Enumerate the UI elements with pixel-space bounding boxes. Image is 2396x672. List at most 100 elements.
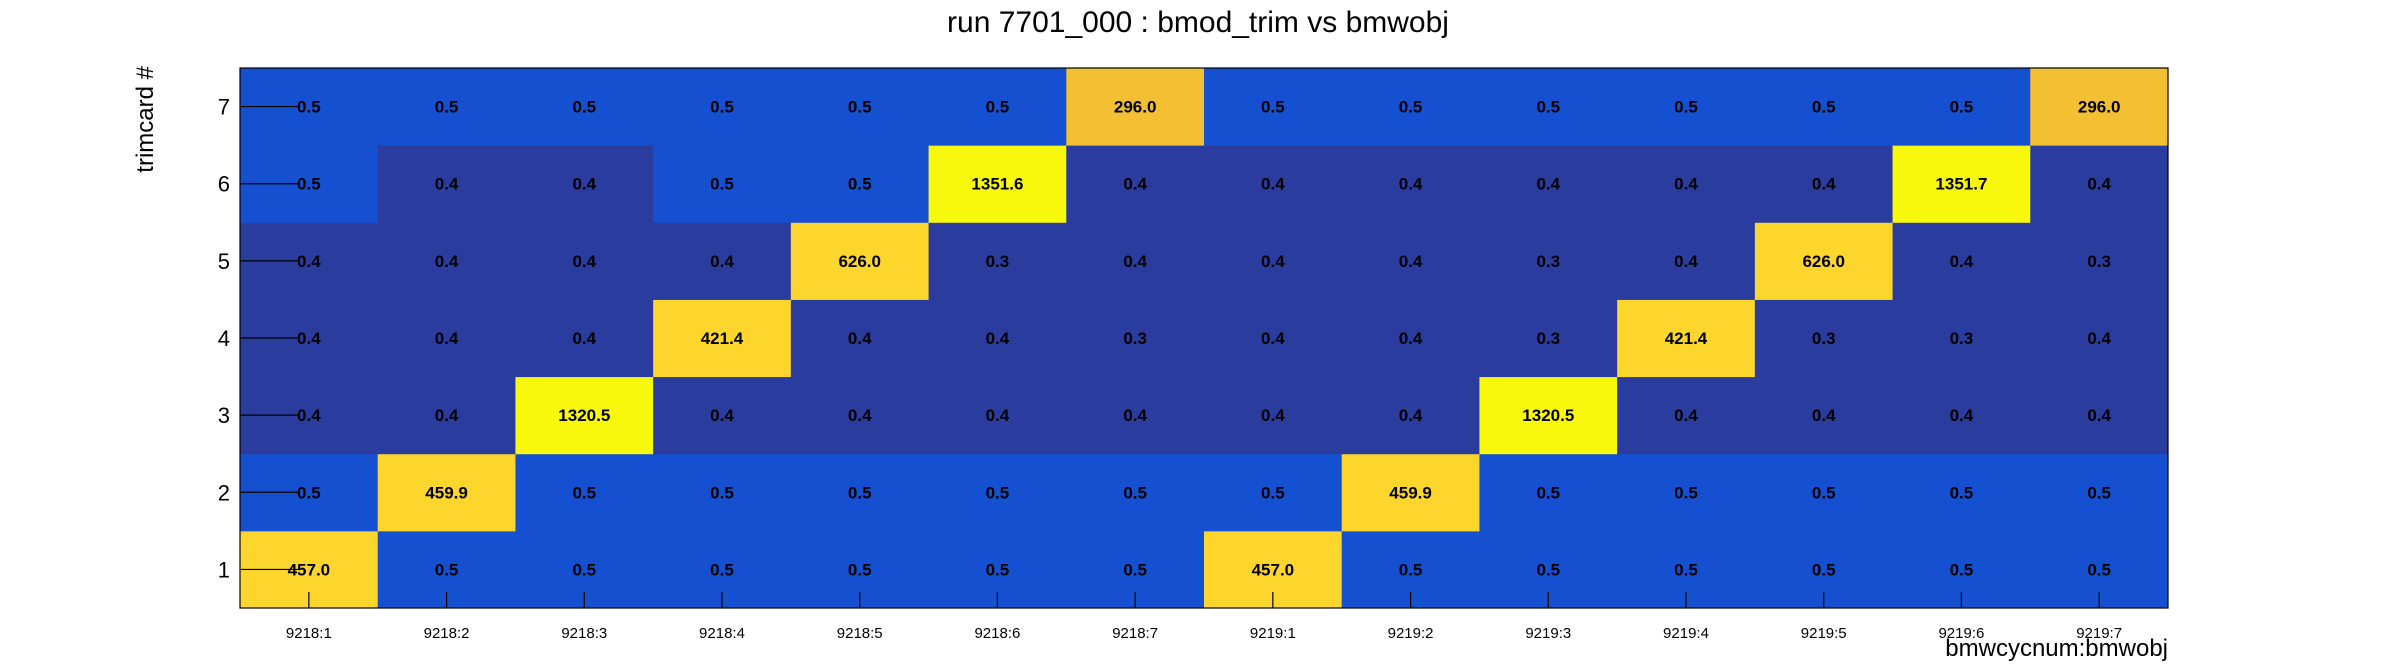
cell-value-label: 0.5 [435,560,459,579]
heatmap-cell [515,299,654,378]
cell-value-label: 0.4 [2087,175,2111,194]
heatmap-cell [1617,68,1756,146]
cell-value-label: 0.4 [435,406,459,425]
heatmap-cell [1479,453,1618,532]
cell-value-label: 0.4 [2087,406,2111,425]
heatmap-cell [1341,68,1480,146]
heatmap-cell [1479,222,1618,300]
heatmap-cell [1754,299,1894,378]
heatmap-cell [1341,145,1480,223]
cell-value-label: 0.5 [710,175,734,194]
cell-value-label: 0.4 [1261,175,1285,194]
x-tick-label: 9218:1 [286,625,332,642]
cell-value-label: 0.5 [1536,483,1560,502]
cell-value-label: 0.5 [1812,98,1836,117]
cell-value-label: 0.4 [848,329,872,348]
cell-value-label: 0.3 [986,252,1010,271]
y-tick-label: 3 [218,403,230,428]
cell-value-label: 0.4 [1399,175,1423,194]
cell-value-label: 0.4 [710,252,734,271]
heatmap-cell [1204,453,1343,532]
heatmap-cell [2030,68,2169,146]
heatmap-cell [1341,453,1480,532]
heatmap-cell [653,376,792,455]
cell-value-label: 0.4 [1261,406,1285,425]
x-tick-label: 9219:2 [1388,625,1434,642]
heatmap-cell [515,68,654,146]
heatmap-cell [1066,68,1205,146]
heatmap-cell [653,68,792,146]
x-tick-label: 9218:6 [974,625,1020,642]
cell-value-label: 459.9 [425,483,468,502]
x-tick-label: 9218:3 [561,625,607,642]
heatmap-cell [515,453,654,532]
cell-value-label: 0.4 [572,329,596,348]
cell-value-label: 0.5 [1674,560,1698,579]
cell-value-label: 296.0 [2078,98,2121,117]
cell-value-label: 0.5 [297,98,321,117]
cell-value-label: 626.0 [1802,252,1845,271]
x-tick-label: 9219:1 [1250,625,1296,642]
y-tick-label: 2 [218,480,230,505]
heatmap-cell [1617,222,1756,300]
cell-value-label: 0.4 [986,329,1010,348]
x-tick-label: 9219:4 [1663,625,1709,642]
cell-value-label: 0.3 [1950,329,1974,348]
x-tick-label: 9218:7 [1112,625,1158,642]
cell-value-label: 0.5 [710,98,734,117]
y-axis-ticks: 1 2 3 4 5 6 7 [218,95,298,582]
cell-value-label: 0.4 [1950,252,1974,271]
cell-value-label: 0.4 [572,175,596,194]
heatmap-cell [790,145,930,223]
cell-value-label: 0.5 [572,483,596,502]
heatmap-cell [377,68,516,146]
cell-value-label: 0.5 [1123,483,1147,502]
cell-value-label: 0.4 [1399,406,1423,425]
heatmap-cell [1066,299,1205,378]
heatmap-cell [1617,145,1756,223]
cell-value-label: 0.4 [435,175,459,194]
heatmap-cell [653,222,792,300]
heatmap-cell [1479,376,1618,455]
cell-value-label: 1351.7 [1935,175,1987,194]
heatmap-cell [653,453,792,532]
heatmap-cell [1341,376,1480,455]
heatmap-cell [928,453,1067,532]
heatmap-cell [1066,145,1205,223]
cell-value-label: 0.5 [1674,483,1698,502]
heatmap-cell [790,376,930,455]
cell-value-label: 0.4 [1812,175,1836,194]
cell-value-label: 457.0 [1252,560,1295,579]
cell-value-label: 421.4 [701,329,744,348]
cell-value-label: 0.3 [1812,329,1836,348]
cell-value-label: 0.4 [986,406,1010,425]
cell-value-label: 0.4 [297,406,321,425]
heatmap-cell [928,222,1067,300]
cell-value-label: 0.5 [572,98,596,117]
cell-value-label: 0.5 [1812,483,1836,502]
heatmap-cell [653,145,792,223]
heatmap-cell [1892,376,2031,455]
heatmap-cell [1617,376,1756,455]
heatmap-cell [928,376,1067,455]
heatmap-cell [2030,376,2169,455]
x-tick-label: 9218:2 [424,625,470,642]
heatmap-cell [1754,376,1894,455]
cell-value-label: 1351.6 [971,175,1023,194]
cell-value-label: 0.5 [710,560,734,579]
heatmap-cell [790,453,930,532]
heatmap-cell [1754,145,1894,223]
cell-value-label: 296.0 [1114,98,1157,117]
cell-value-label: 0.4 [1812,406,1836,425]
heatmap-cell [2030,145,2169,223]
heatmap-cell [1754,453,1894,532]
heatmap-cell [1066,453,1205,532]
cell-value-label: 0.4 [1674,175,1698,194]
cell-value-label: 421.4 [1665,329,1708,348]
heatmap-cell [1892,222,2031,300]
cell-value-label: 459.9 [1389,483,1432,502]
cell-value-label: 0.4 [297,329,321,348]
cell-value-label: 0.5 [848,483,872,502]
x-tick-label: 9219:5 [1801,625,1847,642]
cell-value-label: 0.5 [1261,483,1285,502]
